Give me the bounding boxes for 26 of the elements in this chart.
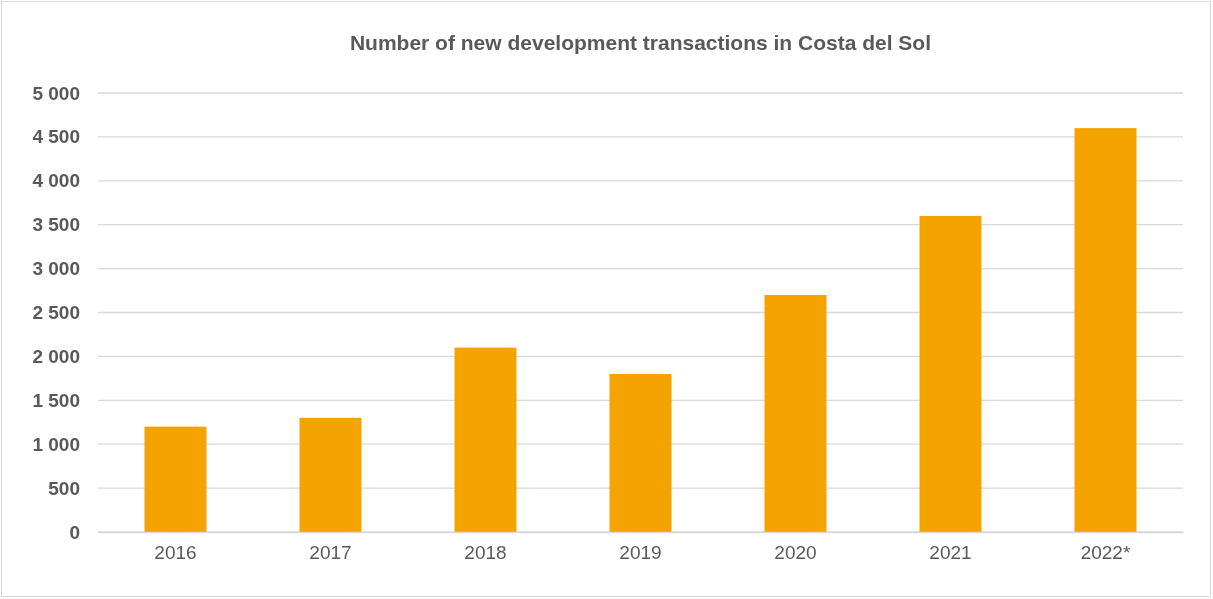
y-tick-label: 3 500: [32, 214, 80, 236]
y-tick-label: 2 500: [32, 302, 80, 324]
y-tick-label: 0: [69, 521, 80, 543]
x-tick-label: 2021: [929, 542, 972, 564]
bar: [609, 373, 672, 532]
bar: [144, 426, 207, 532]
y-tick-label: 4 000: [32, 170, 80, 192]
y-tick-label: 500: [48, 477, 80, 499]
y-tick-label: 2 000: [32, 345, 80, 367]
x-tick-label: 2017: [309, 542, 352, 564]
bar: [454, 347, 517, 532]
chart-title: Number of new development transactions in Costa del Sol: [349, 31, 932, 54]
x-tick-label: 2020: [774, 542, 817, 564]
y-tick-label: 1 000: [32, 433, 80, 455]
bar: [764, 294, 827, 532]
y-tick-label: 5 000: [32, 82, 80, 104]
x-tick-label: 2016: [154, 542, 197, 564]
x-tick-label: 2018: [464, 542, 507, 564]
bar: [299, 417, 362, 532]
x-tick-label: 2022*: [1080, 542, 1131, 564]
y-tick-label: 3 000: [32, 258, 80, 280]
bar: [919, 215, 982, 532]
y-tick-label: 1 500: [32, 389, 80, 411]
bar: [1074, 128, 1137, 532]
x-tick-label: 2019: [619, 542, 662, 564]
y-tick-label: 4 500: [32, 126, 80, 148]
